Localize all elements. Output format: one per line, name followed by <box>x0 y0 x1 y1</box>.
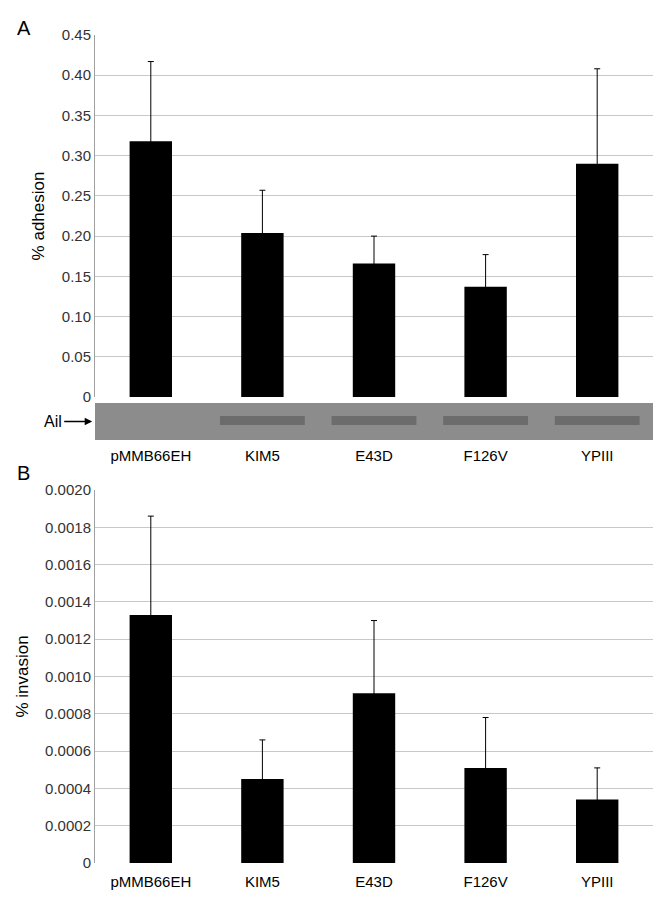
svg-text:E43D: E43D <box>355 447 393 464</box>
svg-text:F126V: F126V <box>463 447 507 464</box>
svg-text:0.30: 0.30 <box>62 147 91 164</box>
svg-text:A: A <box>17 17 31 39</box>
svg-text:Ail: Ail <box>44 413 62 430</box>
svg-text:% adhesion: % adhesion <box>29 172 48 261</box>
svg-text:0.0014: 0.0014 <box>45 593 91 610</box>
svg-text:YPIII: YPIII <box>581 873 614 890</box>
svg-text:0.0018: 0.0018 <box>45 519 91 536</box>
svg-text:KIM5: KIM5 <box>245 873 280 890</box>
svg-text:pMMB66EH: pMMB66EH <box>110 873 191 890</box>
svg-text:F126V: F126V <box>463 873 507 890</box>
svg-text:0.0010: 0.0010 <box>45 668 91 685</box>
svg-text:0.0020: 0.0020 <box>45 481 91 498</box>
svg-text:KIM5: KIM5 <box>245 447 280 464</box>
svg-text:0.0016: 0.0016 <box>45 556 91 573</box>
svg-text:% invasion: % invasion <box>13 635 32 717</box>
svg-text:0: 0 <box>83 388 91 405</box>
svg-text:0: 0 <box>83 854 91 871</box>
svg-text:E43D: E43D <box>355 873 393 890</box>
svg-text:0.10: 0.10 <box>62 308 91 325</box>
svg-text:0.40: 0.40 <box>62 66 91 83</box>
svg-text:YPIII: YPIII <box>581 447 614 464</box>
svg-text:0.25: 0.25 <box>62 187 91 204</box>
svg-text:B: B <box>17 462 30 484</box>
svg-text:0.0008: 0.0008 <box>45 705 91 722</box>
svg-text:0.05: 0.05 <box>62 348 91 365</box>
svg-text:0.0012: 0.0012 <box>45 630 91 647</box>
svg-text:0.0002: 0.0002 <box>45 817 91 834</box>
svg-text:0.0004: 0.0004 <box>45 780 91 797</box>
svg-text:pMMB66EH: pMMB66EH <box>110 447 191 464</box>
svg-text:0.0006: 0.0006 <box>45 742 91 759</box>
svg-text:0.35: 0.35 <box>62 107 91 124</box>
svg-text:0.20: 0.20 <box>62 227 91 244</box>
svg-text:0.45: 0.45 <box>62 26 91 43</box>
svg-text:0.15: 0.15 <box>62 268 91 285</box>
